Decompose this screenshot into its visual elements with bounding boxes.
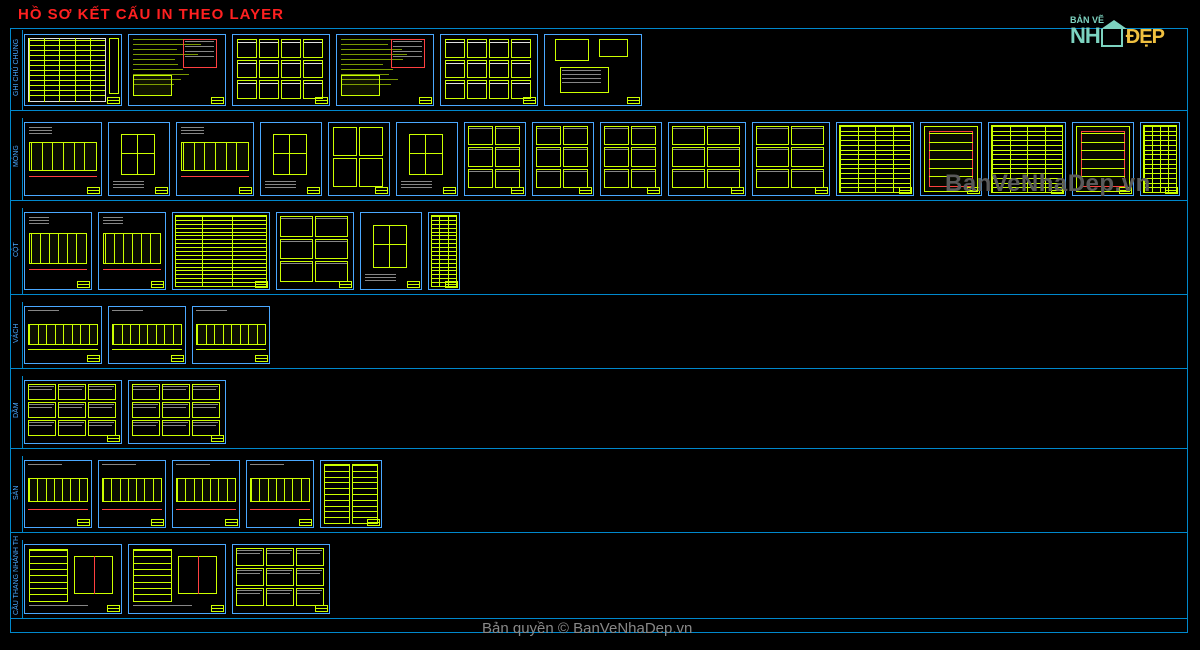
drawing-sheet[interactable]: [276, 212, 354, 290]
drawing-sheet[interactable]: [532, 122, 594, 196]
row-divider: [10, 368, 1188, 369]
drawing-sheet[interactable]: [752, 122, 830, 196]
drawing-title: HỒ SƠ KẾT CẤU IN THEO LAYER: [18, 6, 284, 23]
drawing-sheet[interactable]: [464, 122, 526, 196]
label-divider: [22, 376, 23, 448]
row-label: DẦM: [13, 406, 20, 418]
drawing-sheet[interactable]: [328, 122, 390, 196]
drawing-sheet[interactable]: [108, 122, 170, 196]
row-label: VÁCH: [13, 327, 20, 343]
outer-frame: [10, 28, 1188, 633]
drawing-sheet[interactable]: [246, 460, 314, 528]
logo-line3: ĐẸP: [1126, 27, 1164, 47]
drawing-sheet[interactable]: [98, 460, 166, 528]
drawing-sheet[interactable]: [428, 212, 460, 290]
drawing-sheet[interactable]: [24, 34, 122, 106]
label-divider: [22, 30, 23, 110]
row-divider: [10, 448, 1188, 449]
drawing-sheet[interactable]: [836, 122, 914, 196]
copyright-text: Bản quyền © BanVeNhaDep.vn: [482, 620, 692, 637]
drawing-sheet[interactable]: [192, 306, 270, 364]
drawing-sheet[interactable]: [172, 460, 240, 528]
drawing-sheet[interactable]: [128, 380, 226, 444]
drawing-sheet[interactable]: [176, 122, 254, 196]
row-label: MÓNG: [13, 151, 20, 167]
label-divider: [22, 302, 23, 368]
label-divider: [22, 118, 23, 200]
drawing-sheet[interactable]: [396, 122, 458, 196]
drawing-sheet[interactable]: [24, 460, 92, 528]
label-divider: [22, 208, 23, 294]
label-divider: [22, 456, 23, 532]
drawing-sheet[interactable]: [232, 34, 330, 106]
drawing-sheet[interactable]: [232, 544, 330, 614]
watermark-text: BanVeNhaDep.vn: [945, 170, 1151, 198]
drawing-sheet[interactable]: [98, 212, 166, 290]
row-divider: [10, 532, 1188, 533]
cad-canvas[interactable]: HỒ SƠ KẾT CẤU IN THEO LAYER GHI CHÚ CHUNG…: [0, 0, 1200, 650]
drawing-sheet[interactable]: [24, 380, 122, 444]
row-label: CẦU THANG NHÁNH TH: [13, 543, 20, 615]
drawing-sheet[interactable]: [128, 34, 226, 106]
row-label: GHI CHÚ CHUNG: [13, 44, 20, 96]
logo-house-icon: [1101, 29, 1123, 47]
logo-line2: NH: [1070, 25, 1100, 47]
logo: BẢN VẼNHĐẸP: [1070, 6, 1190, 56]
row-label: SÀN: [13, 488, 20, 500]
drawing-sheet[interactable]: [544, 34, 642, 106]
drawing-sheet[interactable]: [108, 306, 186, 364]
drawing-sheet[interactable]: [440, 34, 538, 106]
drawing-sheet[interactable]: [260, 122, 322, 196]
drawing-sheet[interactable]: [24, 306, 102, 364]
row-divider: [10, 110, 1188, 111]
drawing-sheet[interactable]: [336, 34, 434, 106]
drawing-sheet[interactable]: [24, 544, 122, 614]
label-divider: [22, 540, 23, 618]
row-label: CỘT: [13, 245, 20, 257]
drawing-sheet[interactable]: [128, 544, 226, 614]
drawing-sheet[interactable]: [668, 122, 746, 196]
drawing-sheet[interactable]: [320, 460, 382, 528]
drawing-sheet[interactable]: [360, 212, 422, 290]
drawing-sheet[interactable]: [172, 212, 270, 290]
drawing-sheet[interactable]: [600, 122, 662, 196]
row-divider: [10, 618, 1188, 619]
drawing-sheet[interactable]: [24, 212, 92, 290]
drawing-sheet[interactable]: [24, 122, 102, 196]
row-divider: [10, 294, 1188, 295]
row-divider: [10, 200, 1188, 201]
